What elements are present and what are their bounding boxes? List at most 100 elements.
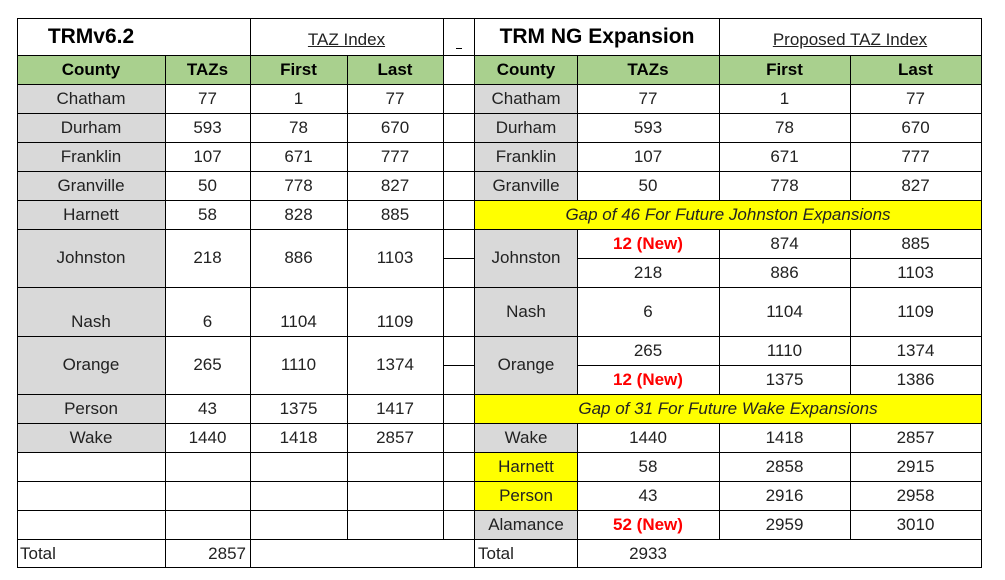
left-cell: 827 <box>380 175 410 195</box>
right-cell: 58 <box>638 456 658 476</box>
right-cell: 1110 <box>766 340 803 360</box>
left-county-durham: Durham <box>17 113 165 142</box>
left-cell: 77 <box>385 88 405 108</box>
left-cell: 1109 <box>376 312 414 331</box>
right-cell: 827 <box>901 175 930 195</box>
right-cell: 2958 <box>896 485 935 505</box>
right-county-chatham: Chatham <box>475 84 577 113</box>
left-cell: 885 <box>380 204 410 224</box>
right-cell: 777 <box>901 146 930 166</box>
right-cell: 885 <box>901 233 930 253</box>
right-header-last: Last <box>850 55 981 84</box>
left-header-county: County <box>17 55 165 84</box>
left-cell: 43 <box>198 398 217 418</box>
left-county-granville: Granville <box>17 171 165 200</box>
left-taz-index-label: TAZ Index <box>307 30 386 49</box>
left-county-nash: Nash <box>17 287 165 336</box>
right-cell: 1375 <box>765 369 804 389</box>
right-cell: 107 <box>633 146 663 166</box>
left-cell: 1103 <box>376 248 414 267</box>
right-county-person: Person <box>475 481 577 510</box>
right-total-label: Total <box>478 543 514 563</box>
left-cell: 265 <box>193 355 222 374</box>
right-cell: 43 <box>638 485 658 505</box>
left-county-harnett: Harnett <box>17 200 165 229</box>
right-cell: 1104 <box>766 301 803 321</box>
left-header-first: First <box>250 55 347 84</box>
right-county-granville: Granville <box>475 171 577 200</box>
right-cell: 1440 <box>629 427 667 447</box>
right-cell: 78 <box>775 117 794 137</box>
left-cell: 1 <box>293 88 304 108</box>
right-cell: 218 <box>633 262 663 282</box>
right-county-alamance: Alamance <box>475 510 577 539</box>
left-cell: 1375 <box>279 398 318 418</box>
left-header-last: Last <box>347 55 443 84</box>
left-cell: 1440 <box>188 427 227 447</box>
left-cell: 1417 <box>376 398 414 418</box>
right-cell: 593 <box>633 117 663 137</box>
right-cell: 2959 <box>765 514 804 534</box>
right-cell: 2916 <box>765 485 804 505</box>
right-cell: 77 <box>906 88 925 108</box>
left-cell: 777 <box>380 146 410 166</box>
left-cell: 78 <box>289 117 308 137</box>
right-cell: 1418 <box>765 427 804 447</box>
right-cell: 671 <box>770 146 799 166</box>
gap-wake-note: Gap of 31 For Future Wake Expansions <box>475 394 981 423</box>
right-cell: 6 <box>643 301 653 321</box>
right-total-value: 2933 <box>629 543 667 563</box>
right-county-johnston: Johnston <box>475 229 577 287</box>
right-cell: 886 <box>770 262 799 282</box>
right-county-wake: Wake <box>475 423 577 452</box>
right-cell: 2857 <box>896 427 935 447</box>
right-cell: 670 <box>901 117 930 137</box>
left-county-franklin: Franklin <box>17 142 165 171</box>
left-header-tazs: TAZs <box>165 55 250 84</box>
new-tazs-badge: 52 (New) <box>613 514 683 534</box>
left-county-wake: Wake <box>17 423 165 452</box>
right-cell: 2915 <box>896 456 935 476</box>
right-county-durham: Durham <box>475 113 577 142</box>
left-cell: 77 <box>198 88 217 108</box>
right-cell: 1374 <box>896 340 935 360</box>
left-cell: 1104 <box>280 312 317 331</box>
right-cell: 1103 <box>897 262 934 282</box>
right-county-nash: Nash <box>475 287 577 336</box>
right-header-tazs: TAZs <box>577 55 719 84</box>
left-cell: 886 <box>284 248 313 267</box>
left-cell: 58 <box>198 204 217 224</box>
left-cell: 778 <box>284 175 313 195</box>
left-total-value: 2857 <box>208 543 246 563</box>
right-cell: 2858 <box>765 456 804 476</box>
left-total-label: Total <box>20 543 56 563</box>
right-cell: 1 <box>779 88 790 108</box>
left-cell: 218 <box>193 248 222 267</box>
right-cell: 50 <box>638 175 658 195</box>
left-cell: 1374 <box>376 355 414 374</box>
right-header-county: County <box>475 55 577 84</box>
right-county-orange: Orange <box>475 336 577 394</box>
right-header-first: First <box>719 55 850 84</box>
left-cell: 50 <box>198 175 217 195</box>
right-cell: 778 <box>770 175 799 195</box>
left-cell: 2857 <box>376 427 414 447</box>
right-cell: 265 <box>633 340 663 360</box>
left-cell: 670 <box>380 117 410 137</box>
right-cell: 3010 <box>896 514 935 534</box>
left-title: TRMv6.2 <box>47 25 135 48</box>
right-cell: 1109 <box>897 301 934 321</box>
left-county-johnston: Johnston <box>17 229 165 287</box>
right-cell: 874 <box>770 233 799 253</box>
left-cell: 1418 <box>279 427 318 447</box>
left-county-person: Person <box>17 394 165 423</box>
new-tazs-badge: 12 (New) <box>613 369 683 389</box>
left-cell: 1110 <box>280 355 317 374</box>
left-cell: 6 <box>202 312 213 331</box>
right-title: TRM NG Expansion <box>499 25 695 48</box>
left-cell: 828 <box>284 204 313 224</box>
right-county-franklin: Franklin <box>475 142 577 171</box>
right-county-harnett: Harnett <box>475 452 577 481</box>
right-cell: 77 <box>638 88 658 108</box>
right-cell: 1386 <box>896 369 935 389</box>
